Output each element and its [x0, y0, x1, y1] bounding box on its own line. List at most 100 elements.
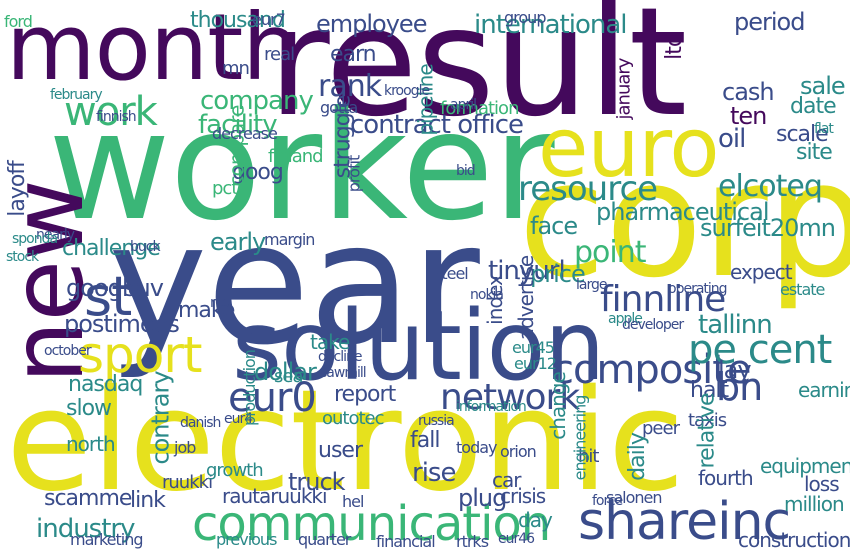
- word-ford: ford: [4, 12, 33, 31]
- word-euro: euro: [538, 101, 719, 196]
- word-russia: russia: [418, 413, 455, 429]
- word-year: year: [108, 186, 480, 382]
- word-pct: pct: [212, 178, 238, 199]
- word-earning: earning: [798, 378, 850, 402]
- word-sea: sea: [274, 366, 304, 387]
- word-equipment: equipment: [760, 454, 850, 478]
- word-eur4: eur4: [224, 411, 253, 427]
- word-eur45: eur45: [512, 338, 555, 357]
- word-lay: lay: [718, 356, 752, 384]
- word-international: international: [474, 10, 627, 40]
- word-price: price: [530, 260, 586, 288]
- word-goog: goog: [232, 160, 284, 185]
- word-shareinc: shareinc: [578, 492, 791, 552]
- word-apple: apple: [608, 311, 643, 327]
- word-truck: truck: [288, 468, 346, 496]
- word-peer: peer: [642, 418, 680, 439]
- word-contrary: contrary: [146, 371, 175, 465]
- word-net: net: [210, 295, 231, 311]
- word-bn: bn: [716, 365, 763, 409]
- word-orion: orion: [500, 442, 537, 461]
- word-company: company: [200, 86, 314, 116]
- word-link: link: [130, 488, 166, 513]
- word-financial: financial: [376, 532, 436, 551]
- word-engineering: engineering: [570, 395, 590, 481]
- word-work: work: [64, 89, 158, 135]
- word-relative: relative: [694, 393, 720, 469]
- word-april: april: [450, 97, 477, 113]
- word-sawmill: sawmill: [320, 365, 367, 381]
- word-buck: buck: [130, 239, 161, 255]
- word-ten: ten: [730, 102, 767, 130]
- word-make: make: [178, 298, 235, 323]
- word-danish: danish: [180, 415, 221, 431]
- word-daily: daily: [624, 433, 650, 481]
- word-eur12: eur12: [514, 354, 557, 373]
- word-user: user: [318, 438, 363, 463]
- word-corp: corp: [518, 126, 850, 313]
- word-rise: rise: [412, 458, 456, 488]
- word-mn: mn: [222, 58, 250, 79]
- word-developer: developer: [622, 317, 684, 333]
- word-suv: suv: [124, 274, 164, 302]
- word-take: take: [310, 330, 350, 354]
- word-compare: compare: [224, 105, 249, 187]
- word-contract-office: contract office: [350, 110, 524, 140]
- word-job: job: [174, 438, 196, 457]
- word-hit: hit: [578, 446, 599, 467]
- word-day: day: [518, 508, 553, 532]
- word-sponda: sponda: [12, 231, 58, 247]
- word-margin: margin: [264, 230, 315, 249]
- word-gotta: gotta: [320, 98, 358, 117]
- word-resource: resource: [518, 169, 658, 209]
- word-dollar: dollar: [254, 358, 317, 386]
- word-crisis: crisis: [500, 484, 546, 508]
- word-salonen: salonen: [606, 488, 662, 507]
- word-outotec: outotec: [322, 408, 385, 429]
- word-scamme: scamme: [44, 486, 132, 511]
- word-report: report: [334, 382, 396, 407]
- word-north: north: [66, 432, 116, 456]
- word-decline: decline: [318, 349, 362, 365]
- word-communication: communication: [192, 496, 551, 552]
- word-hel: hel: [342, 492, 364, 511]
- word-profit: profit: [344, 155, 364, 193]
- word-stock: stock: [6, 249, 39, 265]
- word-industry: industry: [36, 514, 136, 544]
- word-previous: previous: [216, 530, 277, 549]
- word-estate: estate: [780, 280, 825, 299]
- word-earn: earn: [330, 42, 377, 67]
- word-eur46: eur46: [498, 531, 535, 547]
- word-change: change: [545, 372, 570, 440]
- word-result: result: [268, 0, 687, 150]
- word-elcoteq: elcoteq: [718, 169, 823, 204]
- word-pe-cent: pe cent: [688, 327, 832, 373]
- word-early: early: [210, 228, 266, 256]
- word-information: information: [456, 399, 527, 415]
- word-group: group: [504, 8, 546, 27]
- word-january: january: [613, 58, 635, 120]
- word-large: large: [576, 277, 608, 293]
- word-sport: sport: [78, 326, 203, 384]
- word-car: car: [492, 468, 522, 492]
- word-oil: oil: [718, 124, 746, 154]
- word-taxis: taxis: [688, 410, 727, 431]
- word-expect: expect: [730, 260, 793, 284]
- word-flat: flat: [814, 121, 834, 137]
- word-google: google: [66, 274, 142, 302]
- word-bid: bid: [456, 163, 476, 179]
- word-rautaruukki: rautaruukki: [222, 484, 328, 508]
- word-date: date: [790, 94, 837, 119]
- word-postimees: postimees: [64, 310, 180, 338]
- word-quarter: quarter: [298, 530, 351, 549]
- word-operating: operating: [668, 281, 728, 297]
- word-advertise: advertise: [514, 255, 539, 341]
- word-scale: scale: [776, 122, 829, 147]
- word-eur7: eur7: [252, 10, 286, 29]
- word-nokia: nokia: [470, 287, 504, 303]
- word-tinyurl: tinyurl: [488, 256, 566, 286]
- word-sale: sale: [800, 72, 846, 100]
- word-composite: composite: [552, 347, 752, 393]
- word-face: face: [530, 212, 578, 240]
